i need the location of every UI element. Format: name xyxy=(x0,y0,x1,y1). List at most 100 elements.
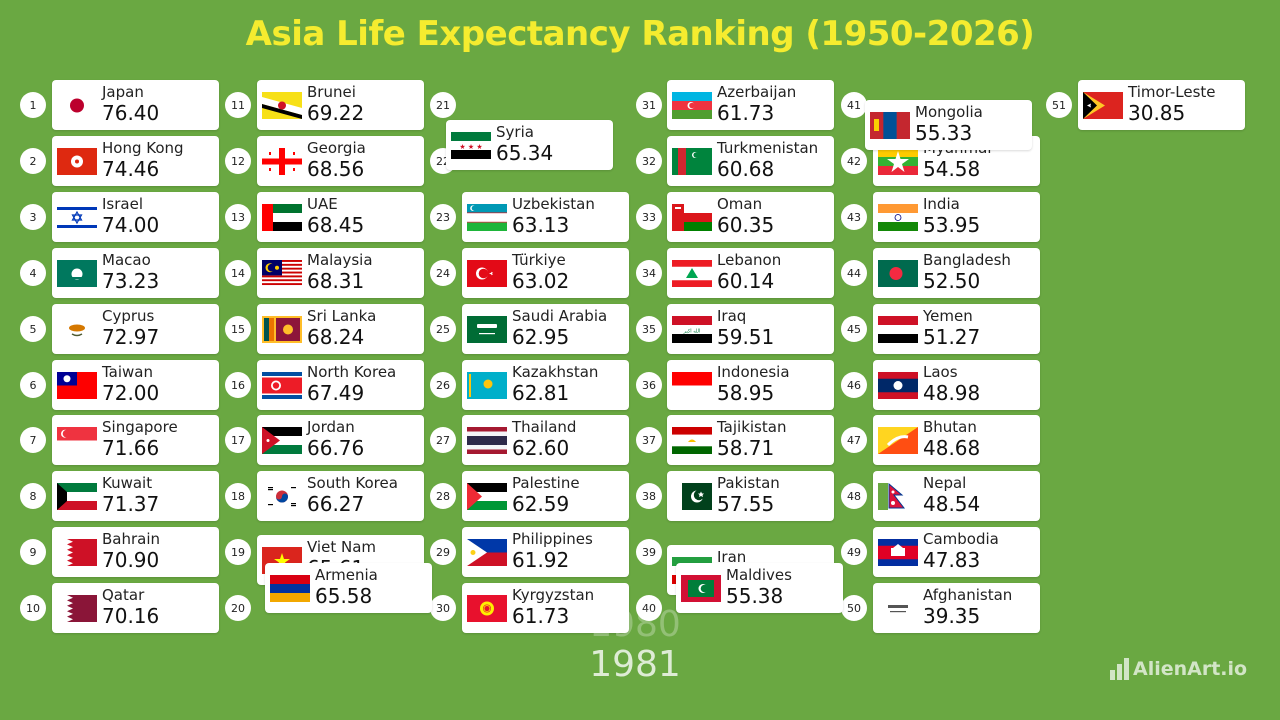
country-card: الله اكبر Iraq 59.51 xyxy=(667,304,834,354)
svg-text:الله اكبر: الله اكبر xyxy=(683,329,701,335)
country-name: Singapore xyxy=(102,418,178,436)
country-name: Qatar xyxy=(102,586,145,604)
india-flag xyxy=(878,204,918,231)
country-name: Viet Nam xyxy=(307,538,377,556)
country-name: Oman xyxy=(717,195,763,213)
lebanon-flag xyxy=(672,260,712,287)
rank-badge: 17 xyxy=(225,427,251,453)
rank-badge: 30 xyxy=(430,595,456,621)
kuwait-flag xyxy=(57,483,97,510)
country-card: Japan 76.40 xyxy=(52,80,219,130)
country-card: Uzbekistan 63.13 xyxy=(462,192,629,242)
country-name: India xyxy=(923,195,960,213)
south-korea-flag xyxy=(262,483,302,510)
country-name: Uzbekistan xyxy=(512,195,595,213)
country-card: Malaysia 68.31 xyxy=(257,248,424,298)
rank-badge: 38 xyxy=(636,483,662,509)
life-expectancy-value: 66.27 xyxy=(307,492,365,516)
country-card: ★ ★ ★ Syria 65.34 xyxy=(446,120,613,170)
macao-flag xyxy=(57,260,97,287)
rank-badge: 35 xyxy=(636,316,662,342)
life-expectancy-value: 74.46 xyxy=(102,157,160,181)
turkmenistan-flag xyxy=(672,148,712,175)
country-name: Syria xyxy=(496,123,534,141)
maldives-flag xyxy=(681,575,721,602)
life-expectancy-value: 55.38 xyxy=(726,584,784,608)
kazakhstan-flag xyxy=(467,372,507,399)
japan-flag xyxy=(57,92,97,119)
rank-badge: 47 xyxy=(841,427,867,453)
country-card: Qatar 70.16 xyxy=(52,583,219,633)
country-name: Georgia xyxy=(307,139,366,157)
cyprus-flag xyxy=(57,316,97,343)
rank-badge: 20 xyxy=(225,595,251,621)
country-name: Yemen xyxy=(923,307,973,325)
country-name: Laos xyxy=(923,363,958,381)
brunei-flag xyxy=(262,92,302,119)
life-expectancy-value: 48.98 xyxy=(923,381,981,405)
country-card: Kazakhstan 62.81 xyxy=(462,360,629,410)
life-expectancy-value: 68.45 xyxy=(307,213,365,237)
kyrgyzstan-flag xyxy=(467,595,507,622)
country-name: Afghanistan xyxy=(923,586,1013,604)
country-name: Israel xyxy=(102,195,143,213)
singapore-flag xyxy=(57,427,97,454)
country-name: UAE xyxy=(307,195,338,213)
pakistan-flag xyxy=(672,483,712,510)
country-card: Pakistan 57.55 xyxy=(667,471,834,521)
life-expectancy-value: 53.95 xyxy=(923,213,981,237)
country-card: Israel 74.00 xyxy=(52,192,219,242)
life-expectancy-value: 71.37 xyxy=(102,492,160,516)
country-card: South Korea 66.27 xyxy=(257,471,424,521)
country-name: Cyprus xyxy=(102,307,155,325)
country-name: Palestine xyxy=(512,474,580,492)
rank-badge: 28 xyxy=(430,483,456,509)
life-expectancy-value: 62.59 xyxy=(512,492,570,516)
oman-flag xyxy=(672,204,712,231)
life-expectancy-value: 71.66 xyxy=(102,436,160,460)
rank-badge: 34 xyxy=(636,260,662,286)
georgia-flag xyxy=(262,148,302,175)
turkiye-flag xyxy=(467,260,507,287)
rank-badge: 50 xyxy=(841,595,867,621)
palestine-flag xyxy=(467,483,507,510)
life-expectancy-value: 69.22 xyxy=(307,101,365,125)
year-current: 1981 xyxy=(589,644,681,685)
country-name: Jordan xyxy=(307,418,355,436)
life-expectancy-value: 39.35 xyxy=(923,604,981,628)
rank-badge: 49 xyxy=(841,539,867,565)
malaysia-flag xyxy=(262,260,302,287)
life-expectancy-value: 68.56 xyxy=(307,157,365,181)
rank-badge: 33 xyxy=(636,204,662,230)
sri-lanka-flag xyxy=(262,316,302,343)
country-name: Philippines xyxy=(512,530,593,548)
life-expectancy-value: 48.54 xyxy=(923,492,981,516)
taiwan-flag xyxy=(57,372,97,399)
uae-flag xyxy=(262,204,302,231)
rank-badge: 32 xyxy=(636,148,662,174)
rank-badge: 31 xyxy=(636,92,662,118)
life-expectancy-value: 63.13 xyxy=(512,213,570,237)
country-name: Türkiye xyxy=(512,251,566,269)
rank-badge: 48 xyxy=(841,483,867,509)
life-expectancy-value: 58.95 xyxy=(717,381,775,405)
life-expectancy-value: 52.50 xyxy=(923,269,981,293)
country-name: Bangladesh xyxy=(923,251,1011,269)
rank-badge: 23 xyxy=(430,204,456,230)
life-expectancy-value: 72.97 xyxy=(102,325,160,349)
country-name: North Korea xyxy=(307,363,397,381)
country-card: Bahrain 70.90 xyxy=(52,527,219,577)
qatar-flag xyxy=(57,595,97,622)
rank-badge: 9 xyxy=(20,539,46,565)
country-card: Afghanistan 39.35 xyxy=(873,583,1040,633)
laos-flag xyxy=(878,372,918,399)
country-card: Singapore 71.66 xyxy=(52,415,219,465)
life-expectancy-value: 62.60 xyxy=(512,436,570,460)
country-card: Bhutan 48.68 xyxy=(873,415,1040,465)
jordan-flag xyxy=(262,427,302,454)
country-name: Bhutan xyxy=(923,418,977,436)
country-name: Macao xyxy=(102,251,151,269)
life-expectancy-value: 30.85 xyxy=(1128,101,1186,125)
country-name: Timor-Leste xyxy=(1128,83,1216,101)
timor-leste-flag xyxy=(1083,92,1123,119)
